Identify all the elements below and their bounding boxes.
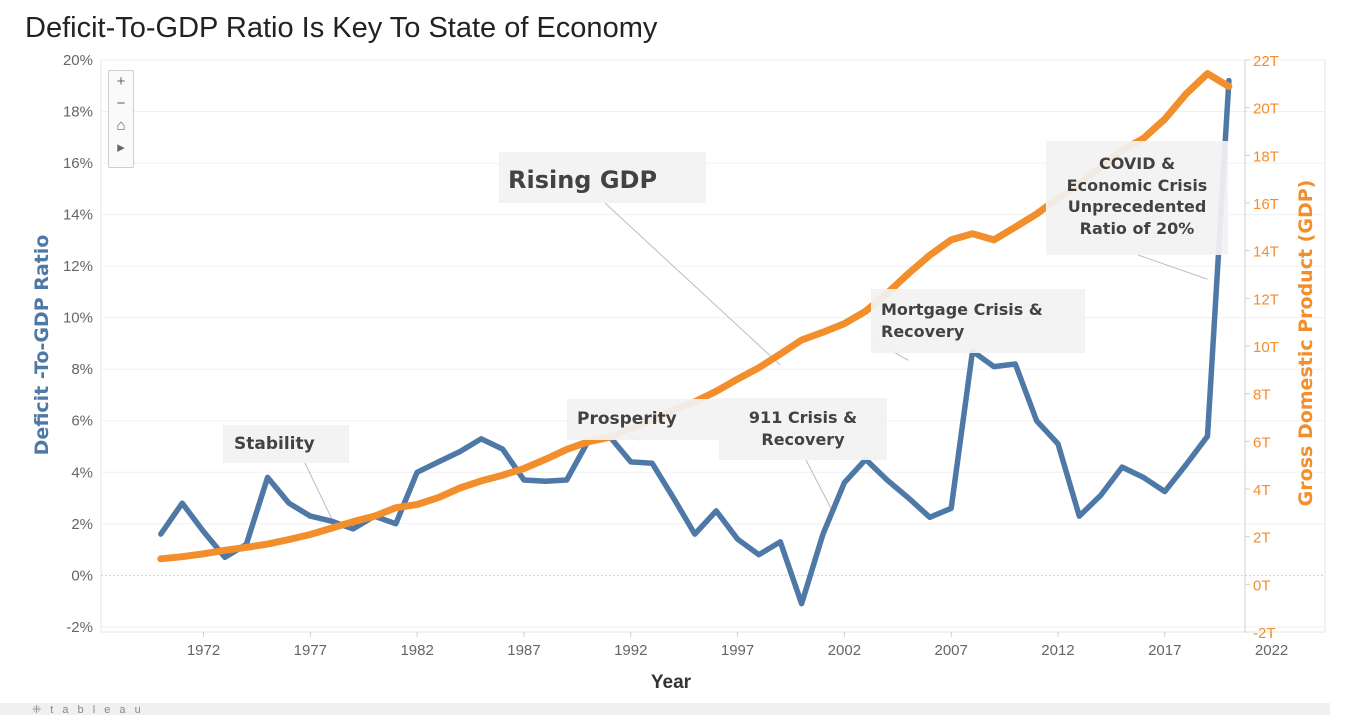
x-tick-label: 1977 [294,642,327,659]
left-y-axis-label: Deficit -To-GDP Ratio [31,235,53,456]
home-icon[interactable]: ⌂ [109,115,133,137]
x-axis-label: Year [651,672,692,693]
y-left-tick-label: 12% [63,258,93,275]
annotation-mortgage-line-1: Mortgage Crisis & [881,299,1085,321]
annotation-prosperity: Prosperity [567,399,719,440]
x-tick-label: 2007 [934,642,967,659]
x-tick-label: 1972 [187,642,220,659]
annotation-rising-gdp: Rising GDP [499,152,706,203]
y-right-tick-label: -2T [1253,625,1276,642]
y-left-tick-label: 10% [63,310,93,327]
footer-bar: ⁜ t a b l e a u [0,703,1330,715]
y-left-tick-label: -2% [66,619,93,636]
y-left-tick-label: 0% [71,567,93,584]
y-right-tick-label: 18T [1253,148,1279,165]
y-left-tick-label: 4% [71,464,93,481]
x-tick-label: 1997 [721,642,754,659]
y-right-tick-label: 16T [1253,196,1279,213]
y-right-tick-label: 8T [1253,387,1271,404]
y-right-tick-label: 4T [1253,482,1271,499]
annotation-covid-line-1: COVID & [1046,153,1228,175]
zoom-controls: + − ⌂ ▸ [108,70,134,168]
x-axis: 1972 1977 1982 1987 1992 1997 2002 2007 2012 2017… [187,632,1288,659]
y-right-tick-label: 6T [1253,434,1271,451]
y-right-tick-label: 10T [1253,339,1279,356]
annotation-rising-gdp-text: Rising GDP [508,166,657,194]
x-tick-label: 2012 [1041,642,1074,659]
y-left-tick-label: 8% [71,361,93,378]
y-left-tick-label: 2% [71,516,93,533]
zoom-out-button[interactable]: − [109,93,133,115]
annotation-prosperity-text: Prosperity [577,409,677,429]
y-left-tick-label: 20% [63,52,93,69]
annotation-mortgage-crisis: Mortgage Crisis & Recovery [871,289,1085,353]
y-right-tick-label: 20T [1253,101,1279,118]
annotation-911-crisis: 911 Crisis & Recovery [719,398,887,460]
pan-icon[interactable]: ▸ [109,137,133,159]
annotation-covid-line-4: Ratio of 20% [1046,218,1228,240]
right-y-axis-label: Gross Domestic Product (GDP) [1295,180,1317,507]
x-tick-label: 2022 [1255,642,1288,659]
x-tick-label: 2002 [828,642,861,659]
zoom-in-button[interactable]: + [109,71,133,93]
annotation-stability-text: Stability [234,434,315,454]
y-right-tick-label: 2T [1253,530,1271,547]
annotation-covid-line-3: Unprecedented [1046,196,1228,218]
annotation-911-line-2: Recovery [719,429,887,451]
y-left-tick-label: 16% [63,155,93,172]
left-y-axis: -2% 0% 2% 4% 6% 8% 10% 12% 14% 16% 18% 20% [63,52,93,636]
tableau-logo: ⁜ t a b l e a u [32,703,144,716]
annotation-mortgage-line-2: Recovery [881,321,1085,343]
annotation-covid-line-2: Economic Crisis [1046,175,1228,197]
x-tick-label: 1992 [614,642,647,659]
y-left-tick-label: 18% [63,104,93,121]
y-right-tick-label: 12T [1253,291,1279,308]
y-right-tick-label: 14T [1253,244,1279,261]
x-tick-label: 2017 [1148,642,1181,659]
x-tick-label: 1987 [507,642,540,659]
annotation-stability: Stability [223,425,349,463]
y-right-tick-label: 0T [1253,577,1271,594]
annotation-covid: COVID & Economic Crisis Unprecedented Ra… [1046,141,1228,255]
x-tick-label: 1982 [400,642,433,659]
y-left-tick-label: 14% [63,207,93,224]
y-left-tick-label: 6% [71,413,93,430]
y-right-tick-label: 22T [1253,53,1279,70]
annotation-911-line-1: 911 Crisis & [719,407,887,429]
